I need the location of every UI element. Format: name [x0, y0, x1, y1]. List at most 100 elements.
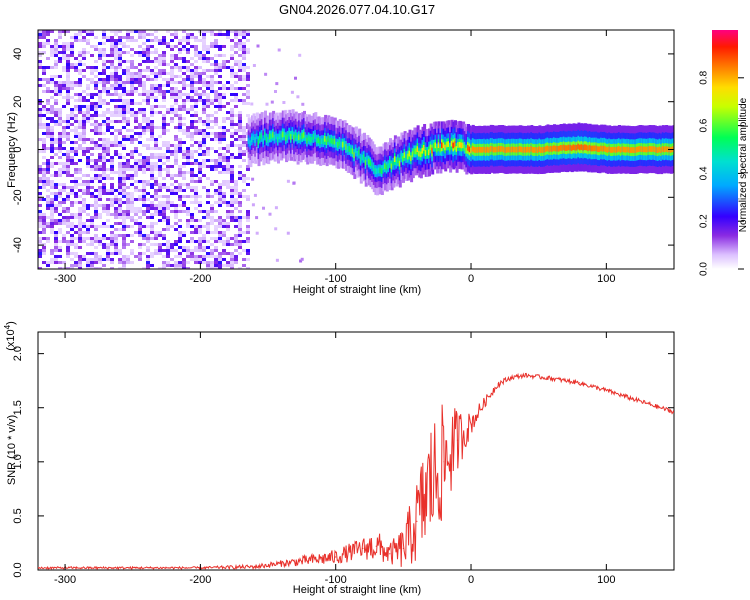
spectrogram-ridge-cell [374, 168, 378, 174]
spectrogram-ridge-cell [611, 147, 615, 153]
spectrogram-noise-cell [194, 99, 198, 102]
spectrogram-noise-cell [146, 198, 150, 201]
spectrogram-noise-cell [82, 201, 86, 204]
spectrogram-noise-cell [138, 45, 142, 48]
spectrogram-noise-cell [150, 129, 154, 132]
spectrogram-noise-cell [238, 153, 242, 156]
spectrogram-noise-cell [114, 207, 118, 210]
spectrogram-noise-cell [178, 264, 182, 267]
spectrogram-noise-cell [110, 237, 114, 240]
spectrogram-noise-cell [66, 165, 70, 168]
spectrogram-ridge-cell [311, 136, 315, 143]
spectrogram-noise-cell [134, 138, 138, 141]
spectrogram-noise-cell [78, 159, 82, 162]
spectrogram-noise-cell [50, 141, 54, 144]
spectrogram-ridge-cell [551, 146, 555, 152]
spectrogram-noise-cell [218, 75, 222, 78]
spectrogram-noise-cell [54, 192, 58, 195]
spectrogram-noise-cell [130, 111, 134, 114]
spectrogram-noise-cell [214, 168, 218, 171]
spectrogram-noise-cell [198, 54, 202, 57]
spectrogram-noise-cell [102, 78, 106, 81]
spectrogram-noise-cell [218, 33, 222, 36]
spectrogram-noise-cell [122, 210, 126, 213]
spectrogram-ridge-cell [458, 141, 462, 148]
spectrogram-noise-cell [98, 186, 102, 189]
spectrogram-noise-cell [150, 252, 154, 255]
spectrogram-noise-cell [214, 111, 218, 114]
spectrogram-noise-cell [66, 231, 70, 234]
spectrogram-noise-cell [86, 267, 90, 269]
spectrogram-noise-cell [110, 78, 114, 81]
spectrogram-noise-cell [214, 162, 218, 165]
spectrogram-noise-cell [50, 96, 54, 99]
spectrogram-noise-cell [238, 87, 242, 90]
spectrogram-noise-cell [252, 64, 256, 67]
spectrogram-noise-cell [230, 210, 234, 213]
spectrogram-noise-cell [194, 159, 198, 162]
spectrogram-noise-cell [190, 96, 194, 99]
spectrogram-noise-cell [102, 210, 106, 213]
spectrogram-noise-cell [126, 90, 130, 93]
spectrogram-noise-cell [74, 246, 78, 249]
spectrogram-noise-cell [50, 78, 54, 81]
spectrogram-noise-cell [162, 195, 166, 198]
spectrogram-noise-cell [122, 45, 126, 48]
spectrogram-noise-cell [62, 153, 66, 156]
spectrogram-ridge-cell [626, 146, 630, 153]
spectrogram-noise-cell [118, 177, 122, 180]
spectrogram-noise-cell [94, 69, 98, 72]
spectrogram-noise-cell [130, 54, 134, 57]
spectrogram-noise-cell [194, 141, 198, 144]
spectrogram-noise-cell [138, 228, 142, 231]
spectrogram-noise-cell [38, 168, 42, 171]
spectrogram-noise-cell [190, 120, 194, 123]
spectrogram-x-tick-label: 0 [468, 273, 474, 285]
spectrogram-noise-cell [118, 75, 122, 78]
spectrogram-noise-cell [62, 261, 66, 264]
spectrogram-noise-cell [142, 129, 146, 132]
spectrogram-noise-cell [246, 258, 250, 261]
spectrogram-noise-cell [78, 30, 82, 33]
spectrogram-noise-cell [174, 156, 178, 159]
spectrogram-ridge-cell [489, 146, 493, 152]
spectrogram-noise-cell [66, 45, 70, 48]
spectrogram-noise-cell [94, 84, 98, 87]
spectrogram-noise-cell [206, 240, 210, 243]
spectrogram-noise-cell [234, 240, 238, 243]
spectrogram-ridge-cell [644, 146, 647, 153]
spectrogram-ridge-cell [634, 147, 638, 153]
spectrogram-noise-cell [218, 96, 222, 99]
spectrogram-noise-cell [182, 48, 186, 51]
spectrogram-noise-cell [54, 54, 58, 57]
spectrogram-noise-cell [142, 36, 146, 39]
spectrogram-noise-cell [58, 120, 62, 123]
spectrogram-noise-cell [94, 60, 98, 63]
spectrogram-noise-cell [210, 84, 214, 87]
spectrogram-noise-cell [58, 138, 62, 141]
spectrogram-noise-cell [154, 165, 158, 168]
spectrogram-noise-cell [202, 129, 206, 132]
spectrogram-noise-cell [54, 141, 58, 144]
spectrogram-ridge-cell [596, 146, 600, 152]
spectrogram-noise-cell [182, 156, 186, 159]
spectrogram-noise-cell [138, 33, 142, 36]
spectrogram-noise-cell [158, 42, 162, 45]
spectrogram-noise-cell [226, 210, 230, 213]
spectrogram-noise-cell [166, 195, 170, 198]
spectrogram-noise-cell [90, 225, 94, 228]
spectrogram-noise-cell [186, 84, 190, 87]
spectrogram-ridge-cell [419, 151, 423, 158]
spectrogram-noise-cell [110, 177, 114, 180]
spectrogram-noise-cell [158, 165, 162, 168]
spectrogram-noise-cell [222, 243, 226, 246]
spectrogram-noise-cell [50, 213, 54, 216]
spectrogram-noise-cell [58, 255, 62, 258]
spectrogram-noise-cell [134, 111, 138, 114]
spectrogram-noise-cell [106, 60, 110, 63]
spectrogram-noise-cell [90, 102, 94, 105]
spectrogram-noise-cell [66, 69, 70, 72]
spectrogram-noise-cell [234, 75, 238, 78]
spectrogram-noise-cell [94, 174, 98, 177]
spectrogram-noise-cell [178, 66, 182, 69]
